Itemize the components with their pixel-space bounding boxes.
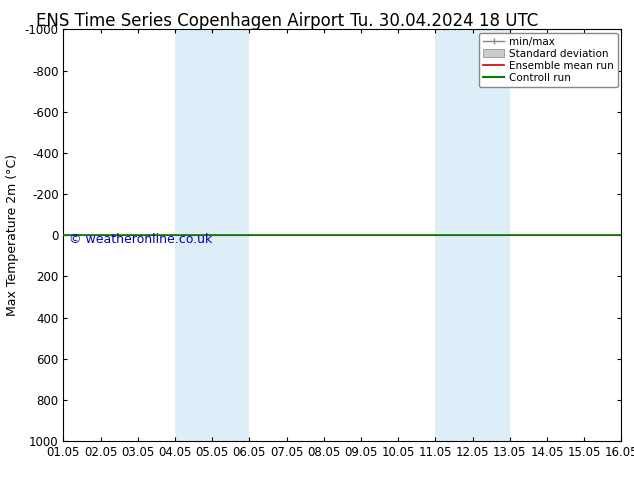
Text: © weatheronline.co.uk: © weatheronline.co.uk [69, 233, 212, 246]
Text: ENS Time Series Copenhagen Airport: ENS Time Series Copenhagen Airport [36, 12, 344, 30]
Legend: min/max, Standard deviation, Ensemble mean run, Controll run: min/max, Standard deviation, Ensemble me… [479, 32, 618, 87]
Y-axis label: Max Temperature 2m (°C): Max Temperature 2m (°C) [6, 154, 19, 316]
Bar [175, 29, 249, 441]
Text: Tu. 30.04.2024 18 UTC: Tu. 30.04.2024 18 UTC [350, 12, 538, 30]
Bar [436, 29, 510, 441]
